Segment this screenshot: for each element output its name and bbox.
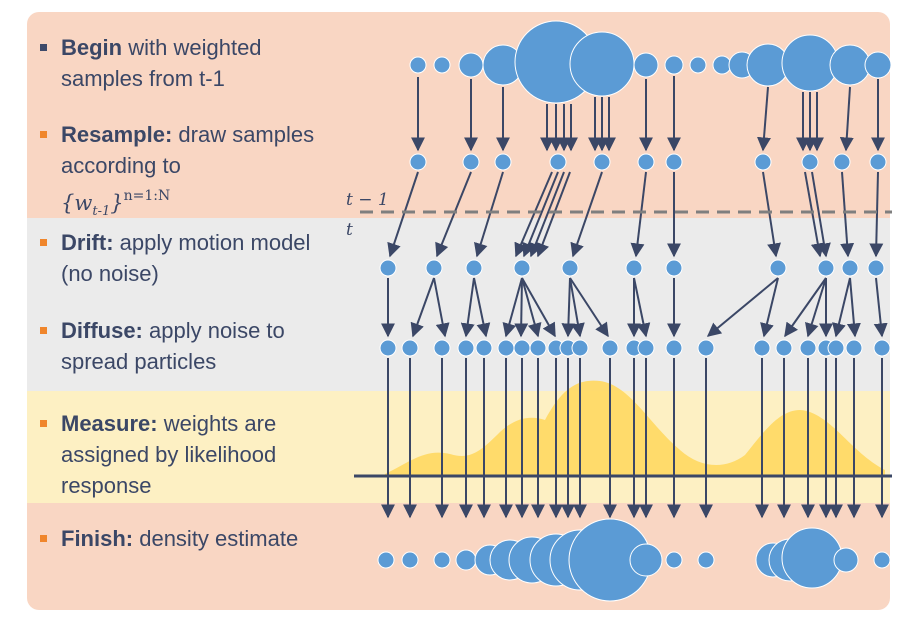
prior-particle xyxy=(410,57,426,73)
diffused-particle xyxy=(754,340,770,356)
resampled-particle xyxy=(550,154,566,170)
drifted-particle xyxy=(426,260,442,276)
prior-particle xyxy=(865,52,891,78)
diffused-particle xyxy=(698,340,714,356)
diffused-particle xyxy=(434,340,450,356)
arrow xyxy=(708,278,778,336)
resampled-particle xyxy=(802,154,818,170)
arrow xyxy=(842,172,848,256)
drifted-particle xyxy=(380,260,396,276)
arrow xyxy=(474,278,486,336)
arrow xyxy=(522,278,555,336)
prior-particle xyxy=(665,56,683,74)
arrow xyxy=(763,87,768,150)
estimate-particle xyxy=(434,552,450,568)
diffused-particle xyxy=(874,340,890,356)
drifted-particle xyxy=(842,260,858,276)
arrow xyxy=(434,278,445,336)
arrow xyxy=(808,278,826,336)
arrow xyxy=(568,278,570,336)
resampled-particle xyxy=(870,154,886,170)
drifted-particle xyxy=(818,260,834,276)
arrow xyxy=(846,87,850,150)
estimate-particle xyxy=(874,552,890,568)
diffused-particle xyxy=(458,340,474,356)
resampled-particle xyxy=(755,154,771,170)
diffused-particle xyxy=(846,340,862,356)
diffused-particle xyxy=(776,340,792,356)
prior-particle xyxy=(634,53,658,77)
arrow xyxy=(636,172,646,256)
resampled-particle xyxy=(834,154,850,170)
drifted-particle xyxy=(626,260,642,276)
estimate-particle xyxy=(402,552,418,568)
arrow xyxy=(437,172,471,256)
estimate-particle xyxy=(666,552,682,568)
estimate-particle xyxy=(782,528,842,588)
arrow xyxy=(812,172,826,256)
drifted-particle xyxy=(868,260,884,276)
estimate-particle xyxy=(456,550,476,570)
drifted-particle xyxy=(770,260,786,276)
arrow xyxy=(850,278,855,336)
arrow xyxy=(876,172,878,256)
prior-particle xyxy=(459,53,483,77)
estimate-particle xyxy=(630,544,662,576)
arrow xyxy=(785,278,826,336)
arrow xyxy=(477,172,503,256)
diffused-particle xyxy=(666,340,682,356)
particle-arrows xyxy=(388,76,882,517)
arrow xyxy=(634,278,646,336)
diffused-particle xyxy=(638,340,654,356)
arrow xyxy=(521,278,522,336)
arrow xyxy=(413,278,434,336)
time-label-before: t − 1 xyxy=(346,190,389,210)
estimate-particle xyxy=(834,548,858,572)
arrow xyxy=(836,278,850,336)
drifted-particle xyxy=(466,260,482,276)
arrow xyxy=(522,278,538,336)
prior-particle xyxy=(434,57,450,73)
arrow xyxy=(390,172,418,256)
resampled-particle xyxy=(638,154,654,170)
diffused-particle xyxy=(514,340,530,356)
arrow xyxy=(506,278,522,336)
prior-particle xyxy=(830,45,870,85)
arrow xyxy=(763,172,776,256)
diffused-particle xyxy=(402,340,418,356)
estimate-particle xyxy=(698,552,714,568)
arrow xyxy=(538,172,570,256)
drifted-particle xyxy=(666,260,682,276)
arrow xyxy=(573,172,602,256)
prior-particle xyxy=(713,56,731,74)
diffused-particle xyxy=(602,340,618,356)
diffused-particle xyxy=(828,340,844,356)
diffused-particle xyxy=(498,340,514,356)
diffused-particle xyxy=(572,340,588,356)
time-label-after: t xyxy=(346,220,353,240)
drifted-particle xyxy=(562,260,578,276)
diffused-particle xyxy=(380,340,396,356)
resampled-particle xyxy=(463,154,479,170)
resampled-particle xyxy=(666,154,682,170)
diffused-particle xyxy=(530,340,546,356)
prior-particle xyxy=(690,57,706,73)
resampled-particle xyxy=(495,154,511,170)
diffused-particle xyxy=(476,340,492,356)
drifted-particle xyxy=(514,260,530,276)
estimate-particle xyxy=(378,552,394,568)
arrow xyxy=(524,172,558,256)
diffused-particle xyxy=(800,340,816,356)
arrow xyxy=(466,278,474,336)
resampled-particle xyxy=(594,154,610,170)
resampled-particle xyxy=(410,154,426,170)
prior-particle xyxy=(570,32,634,96)
arrow xyxy=(876,278,882,336)
arrow xyxy=(805,172,820,256)
